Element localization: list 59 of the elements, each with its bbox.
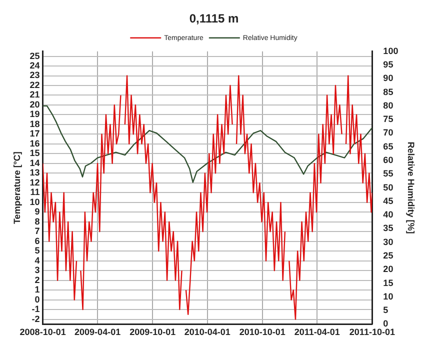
y2-tick-label: 85 xyxy=(383,86,394,97)
y-tick-label: 0 xyxy=(34,294,40,304)
chart-title: 0,1115 m xyxy=(189,12,239,26)
y-tick-label: -2 xyxy=(32,314,40,324)
y-tick-label: 22 xyxy=(30,80,40,90)
y-tick-label: 9 xyxy=(34,206,40,217)
x-tick-label: 2008-10-01 xyxy=(20,327,66,338)
y-tick-label: -1 xyxy=(32,304,40,314)
y-tick-label: 12 xyxy=(30,177,40,188)
y-tick-label: 18 xyxy=(30,118,40,129)
y-tick-label: 5 xyxy=(34,246,40,256)
y2-tick-label: 20 xyxy=(383,264,394,274)
y-tick-label: 21 xyxy=(30,90,40,100)
y-tick-label: 11 xyxy=(30,187,40,198)
y-tick-label: 13 xyxy=(30,168,40,178)
y2-tick-label: 10 xyxy=(383,291,394,302)
y-tick-label: 23 xyxy=(30,70,40,80)
x-tick-label: 2009-10-01 xyxy=(130,327,176,338)
y2-tick-label: 25 xyxy=(383,250,394,260)
y-tick-label: 15 xyxy=(30,148,40,158)
x-tick-label: 2011-10-01 xyxy=(349,327,395,338)
y-tick-label: 10 xyxy=(30,196,40,207)
y2-tick-label: 65 xyxy=(383,141,394,152)
y2-tick-label: 55 xyxy=(383,168,394,179)
y2-tick-label: 60 xyxy=(383,155,394,166)
y-tick-label: 19 xyxy=(30,109,40,120)
y-tick-label: 25 xyxy=(30,50,40,61)
y-axis-title: Temperature [°C] xyxy=(12,152,22,224)
y2-tick-label: 70 xyxy=(383,128,394,138)
y-tick-label: 24 xyxy=(30,60,40,70)
y-tick-label: 17 xyxy=(30,128,40,139)
y2-tick-label: 35 xyxy=(383,223,394,234)
y2-tick-label: 80 xyxy=(383,100,394,110)
y-tick-label: 20 xyxy=(30,99,40,110)
y2-axis-title: Relative Humidity [%] xyxy=(406,142,416,234)
y-tick-label: 1 xyxy=(34,284,40,295)
y-tick-label: 16 xyxy=(30,138,40,148)
x-tick-label: 2010-10-01 xyxy=(239,327,286,338)
y2-tick-label: 45 xyxy=(383,196,394,206)
x-tick-label: 2010-04-01 xyxy=(184,327,230,338)
y2-tick-label: 95 xyxy=(383,60,394,70)
y2-tick-label: 30 xyxy=(383,236,394,247)
y-tick-label: 2 xyxy=(34,274,40,285)
y2-tick-label: 50 xyxy=(383,182,394,192)
y2-tick-label: 40 xyxy=(383,210,394,220)
y2-tick-label: 90 xyxy=(383,73,394,84)
y-tick-label: 14 xyxy=(30,158,40,168)
y2-tick-label: 5 xyxy=(383,305,388,316)
y2-tick-label: 0 xyxy=(383,318,388,329)
y2-tick-label: 15 xyxy=(383,278,394,288)
y-tick-label: 4 xyxy=(34,255,40,266)
x-tick-label: 2011-04-01 xyxy=(294,327,340,338)
y2-tick-label: 75 xyxy=(383,114,394,124)
y-tick-label: 7 xyxy=(34,226,40,236)
y-tick-label: 6 xyxy=(34,236,40,246)
y-tick-label: 3 xyxy=(34,265,40,276)
x-tick-label: 2009-04-01 xyxy=(74,327,121,338)
y2-tick-label: 100 xyxy=(383,46,398,56)
y-tick-label: 8 xyxy=(34,216,40,226)
